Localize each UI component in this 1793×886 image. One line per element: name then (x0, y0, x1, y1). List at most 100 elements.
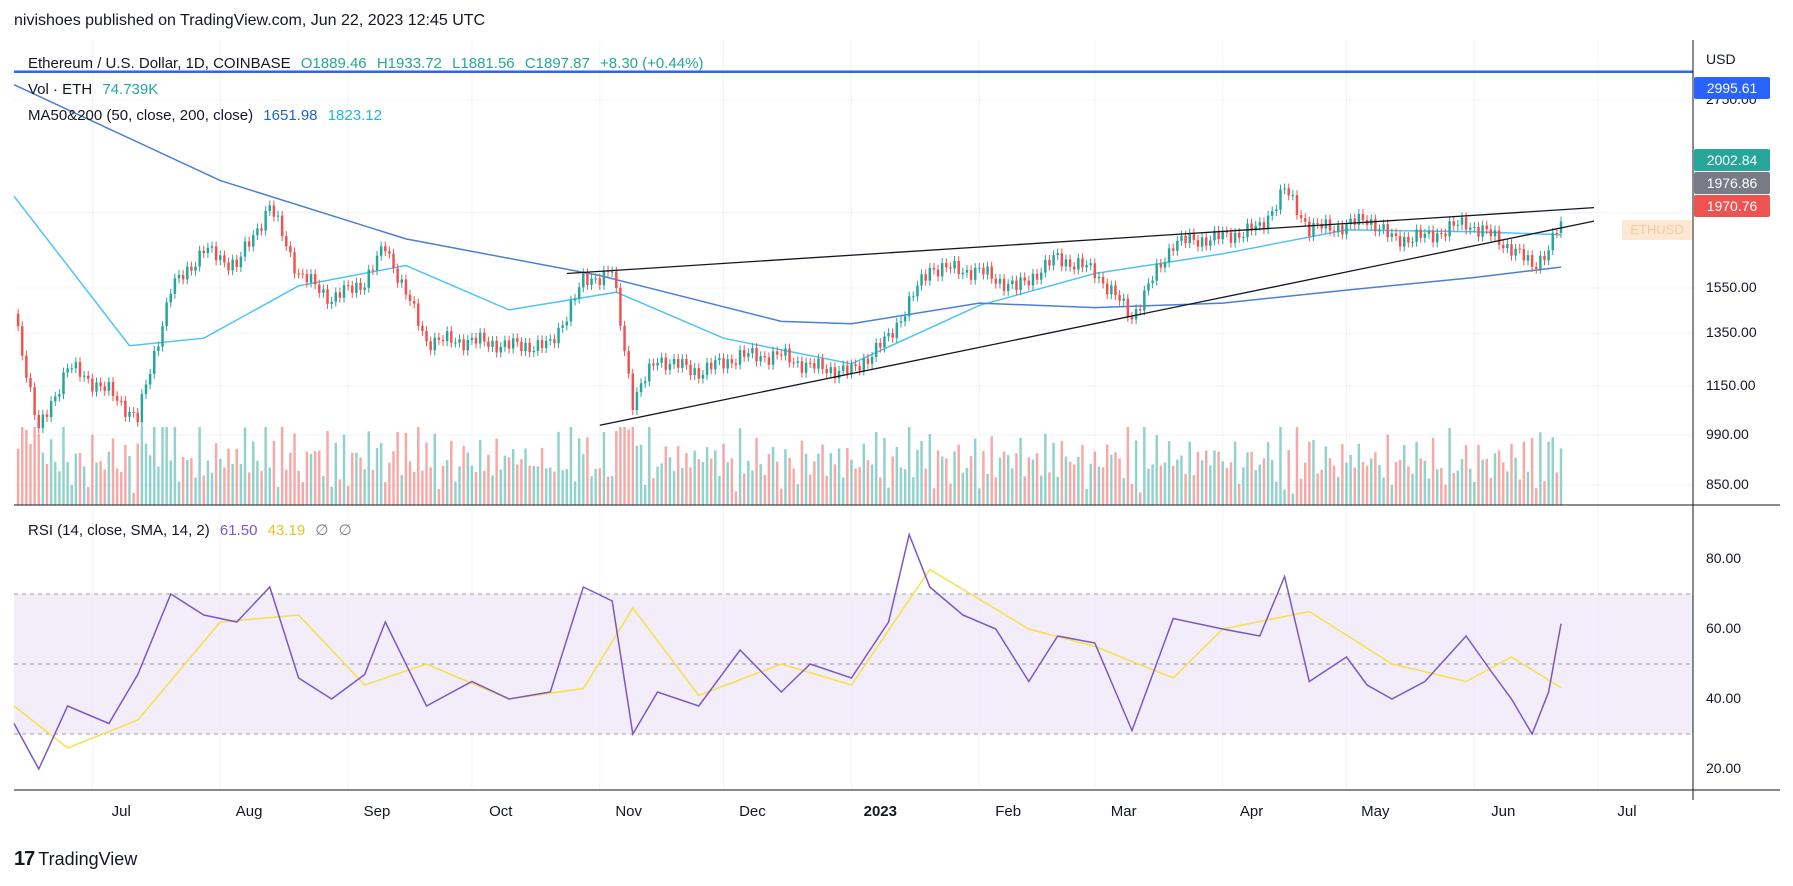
volume-bar (1134, 440, 1138, 505)
volume-bar (363, 469, 366, 505)
rsi-legend[interactable]: RSI (14, close, SMA, 14, 2) 61.50 43.19 … (28, 521, 358, 539)
volume-bar (705, 447, 709, 505)
rsi-value: 61.50 (219, 522, 258, 539)
volume-bar (342, 434, 346, 505)
volume-bar (379, 443, 383, 505)
volume-bar (866, 460, 870, 505)
candle-body (1114, 285, 1117, 296)
volume-bar (1341, 444, 1344, 505)
chart-frame (14, 40, 1780, 800)
volume-bar (681, 467, 684, 505)
volume-bar (297, 470, 300, 505)
volume-bar (454, 481, 457, 505)
candle-body (1291, 195, 1295, 197)
volume-bar (1213, 450, 1216, 505)
tradingview-logo[interactable]: 17 TradingView (14, 848, 137, 871)
candle-body (1213, 230, 1216, 241)
trendlines[interactable] (566, 206, 1595, 426)
candle-body (610, 271, 614, 273)
candle-body (140, 394, 144, 423)
volume-bar (1006, 455, 1010, 505)
candle-body (206, 247, 210, 254)
candle-body (1254, 225, 1257, 231)
volume-bar (648, 427, 651, 505)
volume-bar (528, 465, 531, 505)
volume-bar (903, 469, 907, 505)
volume-bar (1419, 458, 1422, 505)
candle-body (1539, 255, 1542, 269)
volume-bar (128, 456, 131, 505)
volume-bar (507, 457, 511, 505)
symbol-legend[interactable]: Ethereum / U.S. Dollar, 1D, COINBASE O18… (28, 55, 709, 72)
time-tick-label: Jul (111, 803, 131, 820)
candle-body (1497, 230, 1501, 245)
volume-bar (355, 452, 358, 505)
volume-bar (1427, 478, 1431, 505)
volume-bar (1543, 480, 1546, 505)
candle-body (1349, 218, 1352, 225)
volume-bar (532, 466, 536, 505)
candle-body (965, 270, 969, 273)
volume-bar (25, 429, 28, 505)
candle-body (817, 358, 820, 369)
volume-bar (161, 427, 164, 505)
volume-bar (1275, 481, 1278, 505)
candle-body (437, 337, 441, 340)
candle-body (1044, 259, 1047, 273)
volume-bar (120, 471, 123, 505)
candle-body (841, 365, 845, 371)
candle-body (219, 255, 222, 261)
candle-body (1435, 233, 1439, 243)
volume-bar (305, 451, 309, 505)
candle-body (1237, 232, 1241, 238)
volume-bar (1497, 450, 1501, 505)
candle-body (829, 367, 833, 374)
symbol-title: Ethereum / U.S. Dollar, 1D, COINBASE (28, 55, 291, 72)
volume-bar (136, 443, 139, 505)
candle-body (689, 364, 692, 375)
ma-label: MA50&200 (50, close, 200, close) (28, 107, 254, 124)
volume-bar (656, 466, 659, 505)
candle-body (1283, 188, 1286, 190)
candle-body (1266, 215, 1270, 230)
tv-logo-icon: 17 (14, 848, 35, 870)
volume-bar (421, 470, 424, 505)
volume-bar (631, 427, 635, 505)
candle-body (1196, 239, 1200, 247)
volume-bar (1473, 481, 1476, 505)
ma-legend[interactable]: MA50&200 (50, close, 200, close) 1651.98… (28, 107, 388, 124)
volume-bar (978, 488, 981, 505)
volume-bar (1547, 441, 1550, 505)
volume-bar (619, 427, 622, 505)
candle-body (1481, 225, 1484, 237)
volume-bar (29, 444, 32, 505)
candle-body (1035, 273, 1039, 280)
candle-body (1324, 219, 1328, 229)
volume-bar (1122, 477, 1125, 505)
candle-body (289, 246, 292, 253)
volume-bar (1196, 451, 1200, 505)
volume-bar (1374, 452, 1377, 505)
volume-legend[interactable]: Vol · ETH 74.739K (28, 81, 164, 98)
volume-bar (235, 448, 239, 505)
close-value: C1897.87 (524, 55, 590, 72)
candle-body (1019, 277, 1022, 291)
candle-body (491, 340, 494, 347)
candle-body (536, 340, 540, 351)
candle-body (462, 339, 465, 351)
volume-bar (1221, 461, 1224, 505)
candle-body (685, 359, 688, 365)
candle-body (1089, 263, 1092, 266)
candle-body (1444, 233, 1447, 237)
candle-body (342, 285, 346, 298)
volume-bar (660, 463, 663, 505)
volume-bar (565, 469, 569, 505)
candle-body (1163, 262, 1167, 268)
volume-bar (1444, 484, 1447, 505)
price-tick-label: 990.00 (1706, 426, 1749, 443)
candle-body (190, 266, 193, 271)
candle-body (157, 346, 160, 351)
volume-bar (54, 461, 57, 505)
candle-body (643, 381, 647, 384)
